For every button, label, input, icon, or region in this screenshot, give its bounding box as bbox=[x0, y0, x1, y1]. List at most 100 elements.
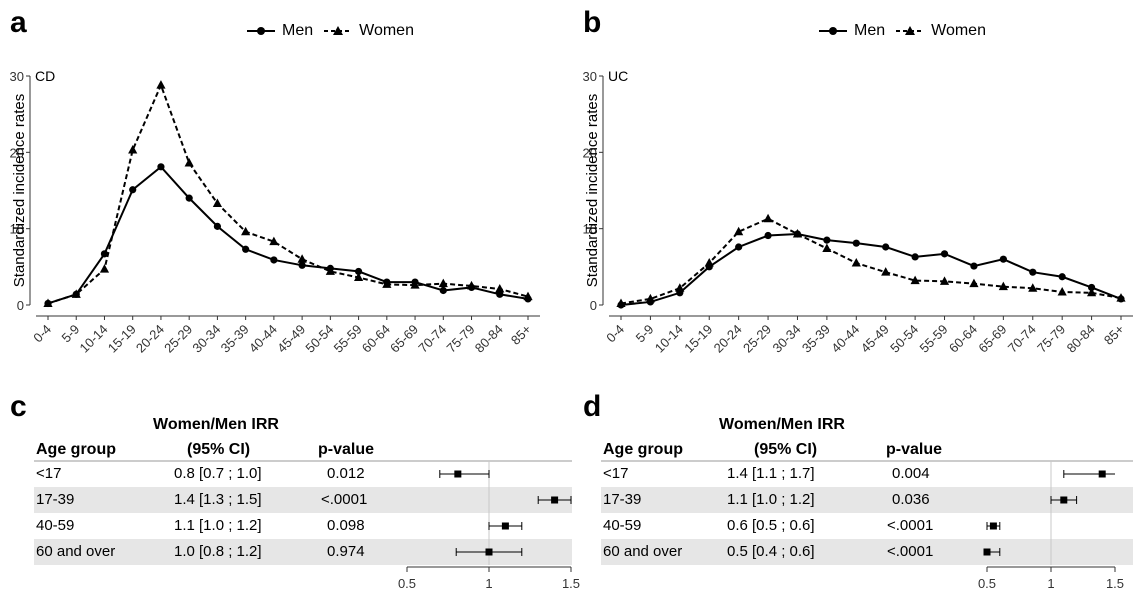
table-title: Women/Men IRR bbox=[153, 416, 279, 433]
y-axis-label: Standardized incidence rates bbox=[11, 94, 28, 287]
legend-women-label: Women bbox=[931, 22, 986, 39]
header-age-group: Age group bbox=[36, 441, 116, 458]
age-group-cell: 60 and over bbox=[36, 543, 116, 560]
table-row: <17 0.8 [0.7 ; 1.0] 0.012 bbox=[34, 461, 572, 487]
data-point-men bbox=[1087, 283, 1096, 292]
data-point-men bbox=[764, 231, 772, 240]
estimate-marker bbox=[454, 470, 462, 478]
panel-letter-a: a bbox=[10, 6, 27, 39]
data-point-women bbox=[99, 264, 110, 273]
data-point-women bbox=[241, 226, 251, 236]
table-row: 60 and over 0.5 [0.4 ; 0.6] <.0001 bbox=[601, 539, 1133, 565]
panel-letter-d: d bbox=[583, 390, 602, 423]
data-point-men bbox=[354, 267, 363, 276]
data-point-women bbox=[212, 198, 223, 207]
header-p-value: p-value bbox=[318, 441, 375, 458]
data-point-women bbox=[495, 283, 505, 293]
data-point-women bbox=[128, 145, 138, 154]
x-tick-label: 0.5 bbox=[978, 576, 996, 591]
estimate-marker bbox=[983, 548, 991, 556]
p-value-cell: <.0001 bbox=[887, 543, 934, 560]
table-row: 40-59 1.1 [1.0 ; 1.2] 0.098 bbox=[34, 513, 572, 539]
ci-cell: 1.4 [1.3 ; 1.5] bbox=[174, 491, 262, 508]
y-tick-label: 0 bbox=[590, 298, 597, 313]
data-point-men bbox=[157, 163, 165, 171]
data-point-men bbox=[852, 239, 860, 247]
series-line-women bbox=[47, 82, 529, 305]
estimate-marker bbox=[501, 522, 509, 530]
age-group-cell: 40-59 bbox=[603, 517, 642, 534]
data-point-women bbox=[438, 278, 448, 288]
estimate-marker bbox=[989, 522, 997, 530]
data-point-men bbox=[185, 194, 193, 202]
x-tick-label: 1.5 bbox=[562, 576, 580, 591]
data-point-men bbox=[1029, 268, 1037, 276]
age-group-cell: <17 bbox=[36, 465, 62, 482]
estimate-marker bbox=[1060, 496, 1068, 504]
data-point-women bbox=[410, 280, 420, 289]
panel-letter-c: c bbox=[10, 390, 27, 423]
data-point-women bbox=[822, 243, 832, 253]
data-point-men bbox=[270, 256, 278, 264]
ci-cell: 1.1 [1.0 ; 1.2] bbox=[174, 517, 262, 534]
data-point-men bbox=[298, 261, 306, 269]
data-point-men bbox=[823, 236, 831, 244]
data-point-women bbox=[71, 289, 81, 298]
age-group-cell: 17-39 bbox=[36, 491, 75, 508]
ci-cell: 1.4 [1.1 ; 1.7] bbox=[727, 465, 815, 482]
y-tick-label: 20 bbox=[583, 145, 597, 160]
data-point-men bbox=[970, 262, 978, 270]
data-point-women bbox=[734, 226, 744, 236]
panel-letter-b: b bbox=[583, 6, 602, 39]
data-point-women bbox=[792, 229, 803, 238]
series-line-women bbox=[620, 217, 1122, 305]
legend-men-swatch bbox=[247, 27, 275, 35]
data-point-women bbox=[998, 281, 1008, 291]
data-point-men bbox=[213, 222, 222, 230]
y-tick-label: 10 bbox=[10, 222, 24, 237]
data-point-men bbox=[940, 250, 949, 258]
data-point-women bbox=[1028, 283, 1038, 292]
data-point-men bbox=[999, 255, 1007, 263]
p-value-cell: <.0001 bbox=[887, 517, 934, 534]
data-point-women bbox=[382, 279, 392, 288]
x-tick-label: 1 bbox=[1047, 576, 1054, 591]
data-point-men bbox=[882, 243, 890, 251]
panel-tag: UC bbox=[608, 68, 628, 84]
data-point-women bbox=[523, 291, 533, 301]
y-tick-label: 20 bbox=[10, 145, 24, 160]
ci-cell: 0.6 [0.5 ; 0.6] bbox=[727, 517, 815, 534]
legend-women-label: Women bbox=[359, 22, 414, 39]
data-point-women bbox=[910, 275, 920, 285]
estimate-marker bbox=[551, 496, 559, 504]
data-point-women bbox=[851, 258, 861, 267]
p-value-cell: 0.004 bbox=[892, 465, 930, 482]
header-ci: (95% CI) bbox=[187, 441, 251, 458]
legend-women-swatch bbox=[896, 26, 925, 35]
legend-men-label: Men bbox=[282, 22, 314, 39]
data-point-women bbox=[1116, 293, 1126, 302]
data-point-men bbox=[1058, 273, 1066, 281]
p-value-cell: <.0001 bbox=[321, 491, 368, 508]
data-point-women bbox=[1086, 287, 1097, 297]
p-value-cell: 0.012 bbox=[327, 465, 365, 482]
data-point-women bbox=[1057, 287, 1067, 296]
y-tick-label: 30 bbox=[10, 69, 24, 84]
table-title: Women/Men IRR bbox=[719, 416, 845, 433]
data-point-men bbox=[496, 290, 504, 298]
data-point-women bbox=[969, 278, 979, 288]
panel-tag: CD bbox=[35, 68, 55, 84]
p-value-cell: 0.098 bbox=[327, 517, 365, 534]
estimate-marker bbox=[485, 548, 493, 556]
data-point-men bbox=[439, 286, 447, 295]
p-value-cell: 0.974 bbox=[327, 543, 365, 560]
data-point-women bbox=[939, 276, 950, 285]
age-group-cell: <17 bbox=[603, 465, 629, 482]
series-line-men bbox=[620, 233, 1122, 306]
data-point-men bbox=[242, 245, 250, 253]
y-tick-label: 0 bbox=[17, 298, 24, 313]
data-point-men bbox=[129, 186, 137, 194]
